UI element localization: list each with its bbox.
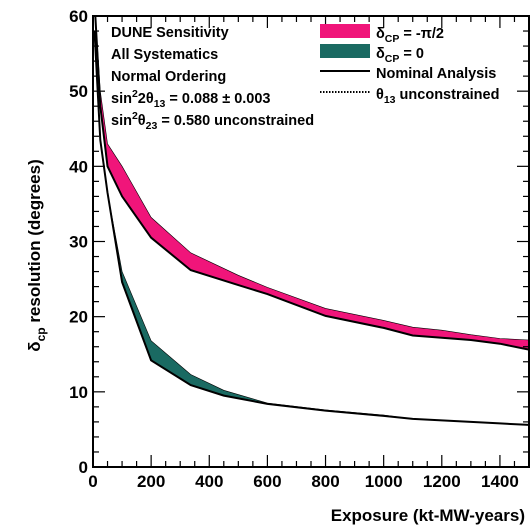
y-tick-label: 10 (69, 383, 88, 402)
y-tick-label: 50 (69, 82, 88, 101)
x-tick-label: 1200 (423, 472, 461, 491)
info-line-4: sin2θ23 = 0.580 unconstrained (111, 110, 314, 132)
nominal-line-0 (94, 16, 529, 351)
legend-label-1: δCP = 0 (376, 46, 424, 65)
nominal-line-1 (93, 30, 529, 426)
y-axis-label-rest: resolution (degrees) (25, 159, 44, 327)
bands-layer (94, 16, 529, 426)
y-axis-label-delta: δ (25, 341, 44, 351)
info-line-1: All Systematics (111, 47, 218, 63)
x-tick-label: 600 (253, 472, 281, 491)
x-tick-label: 800 (311, 472, 339, 491)
y-tick-label: 20 (69, 308, 88, 327)
x-tick-label: 200 (137, 472, 165, 491)
legend-label-3: θ13 unconstrained (376, 87, 499, 106)
y-tick-label: 30 (69, 233, 88, 252)
y-tick-label: 40 (69, 157, 88, 176)
x-tick-label: 1000 (365, 472, 403, 491)
legend-swatch-0 (320, 24, 370, 38)
y-axis-label-sub: cp (34, 327, 48, 341)
x-tick-label: 1400 (481, 472, 519, 491)
tick-labels-layer: 0 200 400 600 800 1000 1200 1400 0 10 20 30 40 50 60 (69, 7, 519, 491)
info-line-2: Normal Ordering (111, 69, 226, 85)
legend-label-0: δCP = -π/2 (376, 26, 444, 45)
x-tick-label: 400 (195, 472, 223, 491)
info-line-3: sin22θ13 = 0.088 ± 0.003 (111, 88, 271, 110)
x-axis-label: Exposure (kt-MW-years) (331, 506, 525, 525)
y-tick-label: 60 (69, 7, 88, 26)
y-tick-label: 0 (79, 458, 88, 477)
legend-swatch-1 (320, 44, 370, 58)
info-line-0: DUNE Sensitivity (111, 25, 229, 41)
y-axis-label: δcp resolution (degrees) (25, 159, 48, 351)
x-tick-label: 0 (88, 472, 97, 491)
info-annotations: DUNE Sensitivity All Systematics Normal Or… (111, 25, 314, 132)
lines-layer (93, 16, 529, 426)
legend-label-2: Nominal Analysis (376, 66, 496, 82)
